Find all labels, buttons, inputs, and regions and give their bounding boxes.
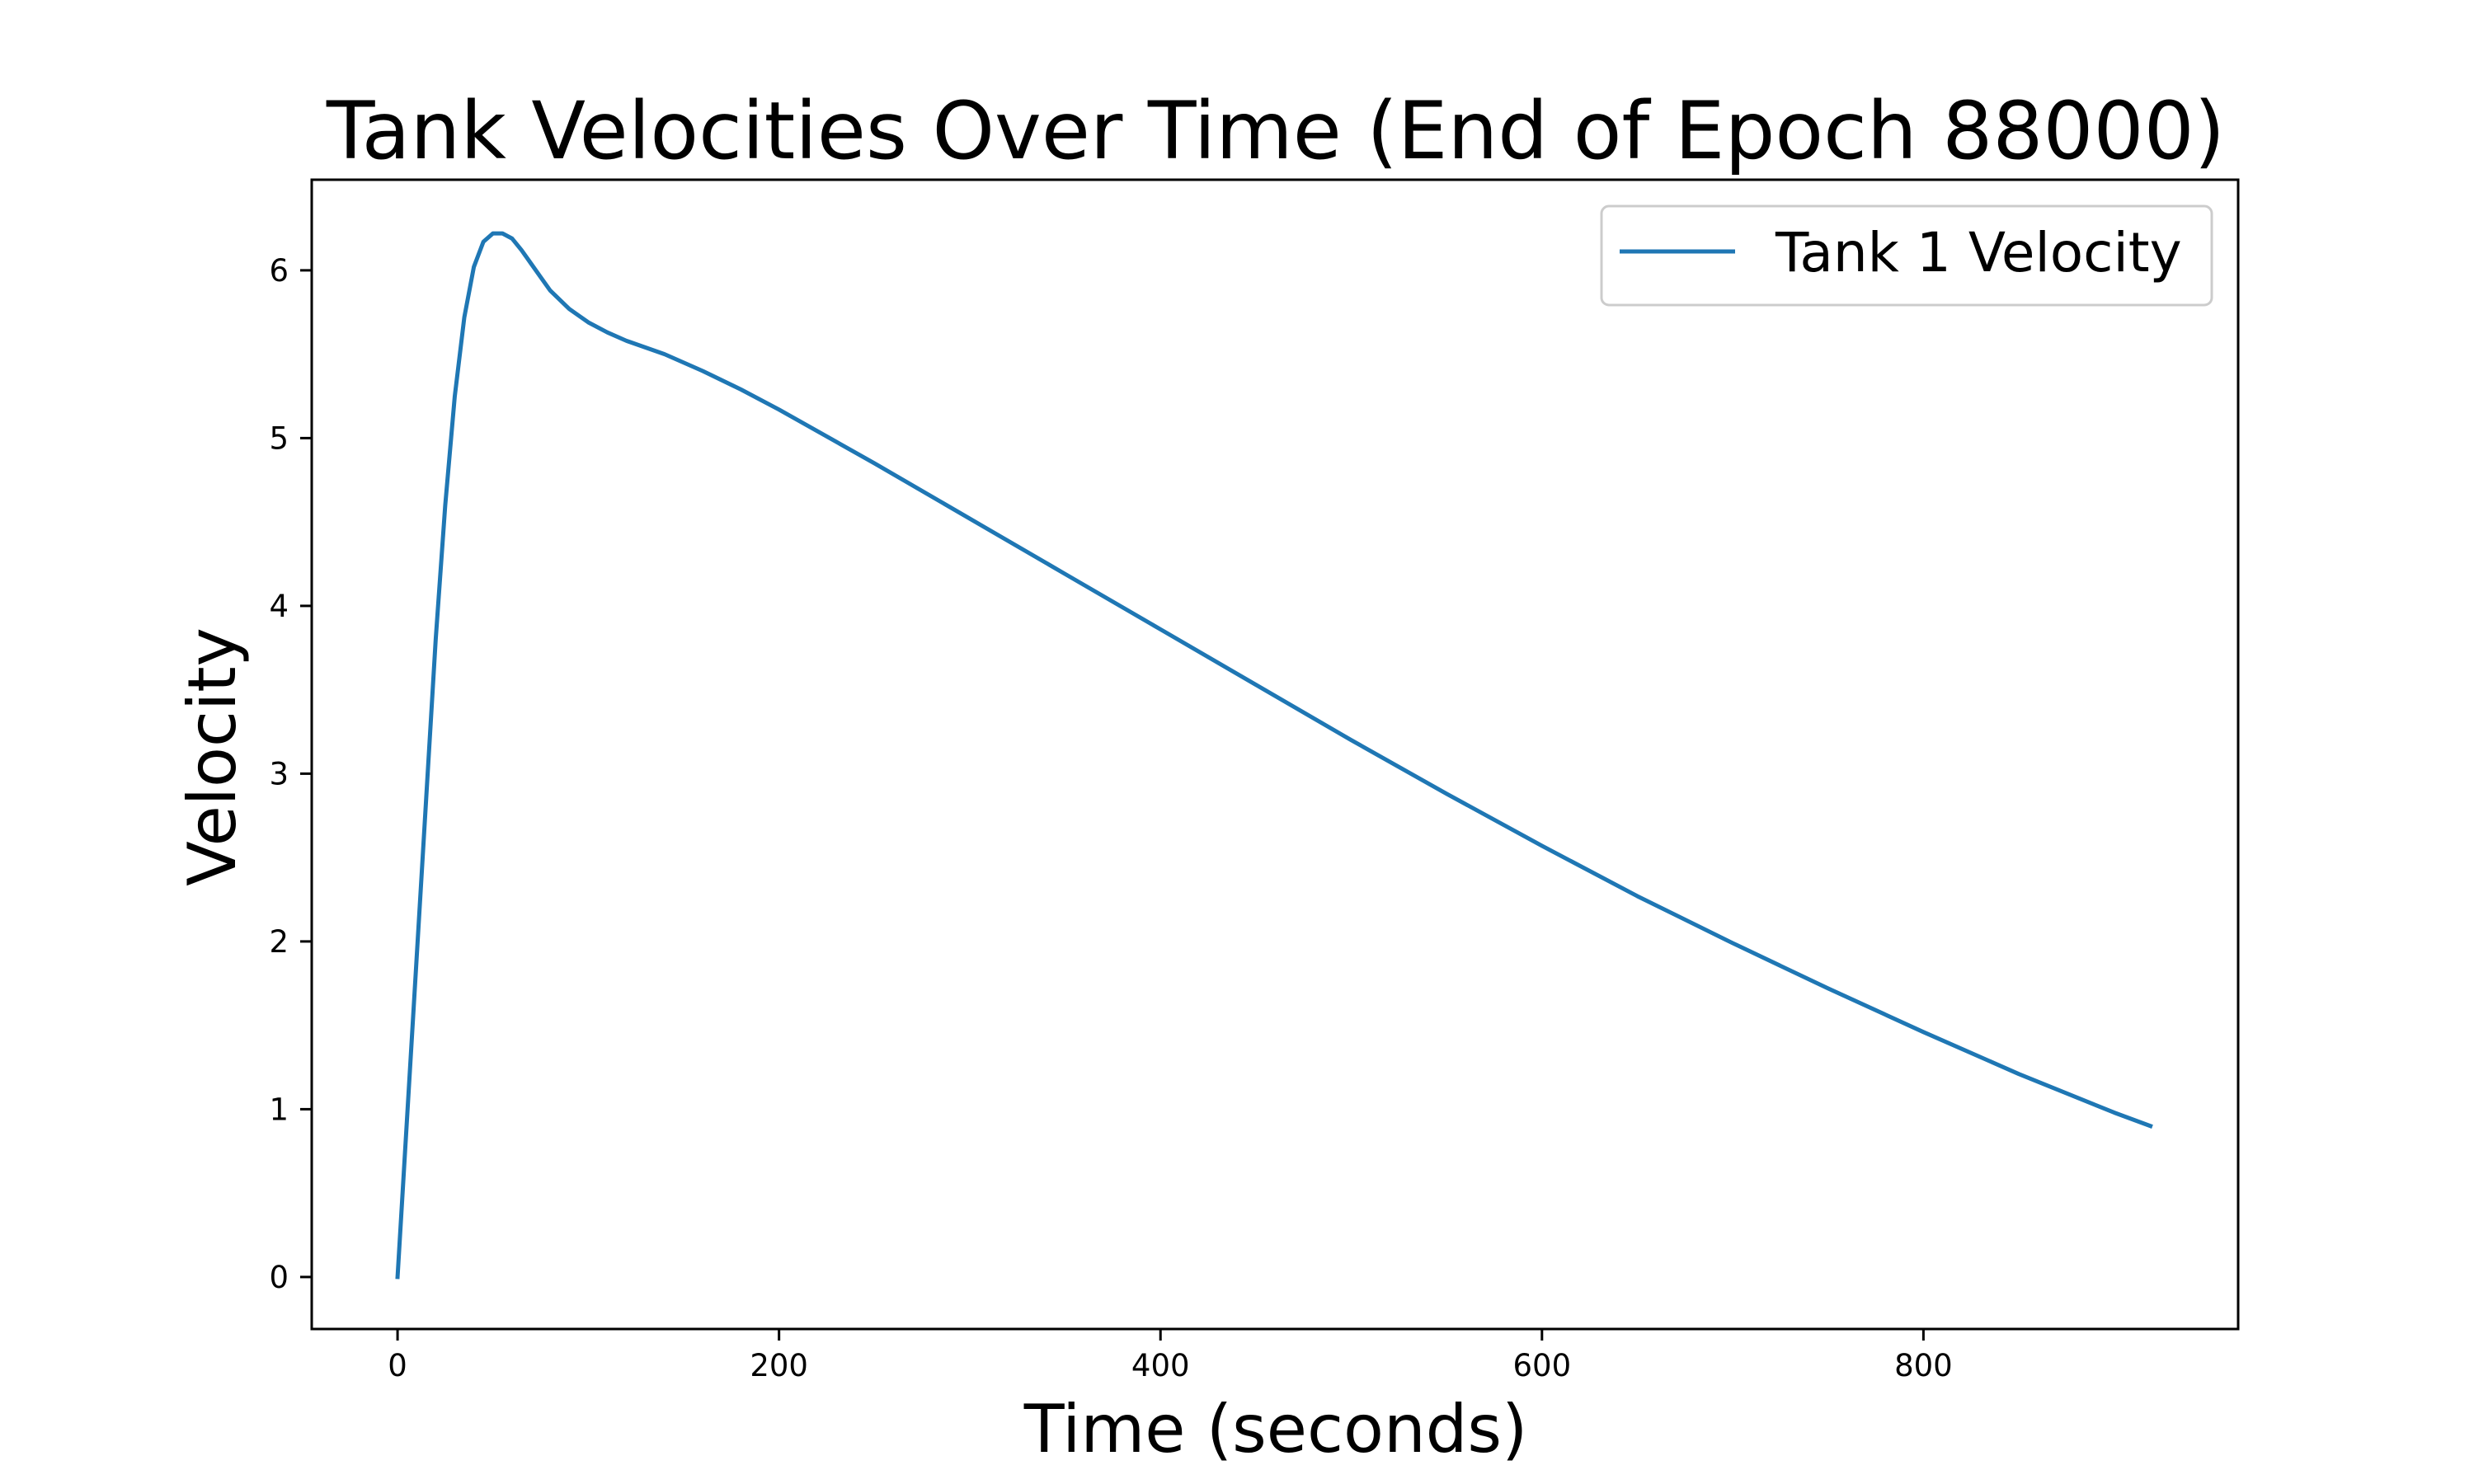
x-axis-title: Time (seconds) (1023, 1391, 1528, 1468)
y-tick-label: 2 (269, 924, 289, 960)
plot-area (310, 178, 2240, 1331)
legend-box (1600, 204, 2213, 307)
y-tick-label: 1 (269, 1092, 289, 1127)
x-tick-label: 200 (750, 1348, 808, 1383)
x-axis-ticks: 0 200 400 600 800 (388, 1329, 1953, 1383)
y-tick-label: 3 (269, 756, 289, 791)
y-axis-title: Velocity (174, 627, 251, 886)
y-axis-ticks: 0 1 2 3 4 5 6 (269, 253, 312, 1295)
x-tick-label: 600 (1512, 1348, 1571, 1383)
y-tick-label: 5 (269, 420, 289, 456)
y-tick-label: 6 (269, 253, 289, 289)
series-line-1 (395, 231, 2153, 1280)
x-tick-label: 0 (388, 1348, 407, 1383)
x-tick-label: 400 (1131, 1348, 1190, 1383)
y-tick-label: 4 (269, 589, 289, 624)
x-tick-label: 800 (1894, 1348, 1953, 1383)
y-tick-label: 0 (269, 1260, 289, 1295)
legend: Tank 1 Velocity (1600, 204, 2213, 307)
plot-frame (310, 178, 2240, 1331)
legend-label: Tank 1 Velocity (1775, 221, 2182, 284)
chart-title: Tank Velocities Over Time (End of Epoch … (326, 85, 2225, 177)
